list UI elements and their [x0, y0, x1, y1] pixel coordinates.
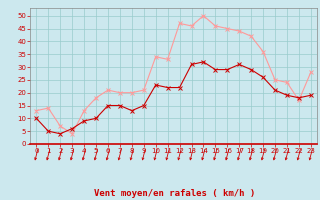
Text: Vent moyen/en rafales ( km/h ): Vent moyen/en rafales ( km/h ) — [94, 189, 255, 198]
